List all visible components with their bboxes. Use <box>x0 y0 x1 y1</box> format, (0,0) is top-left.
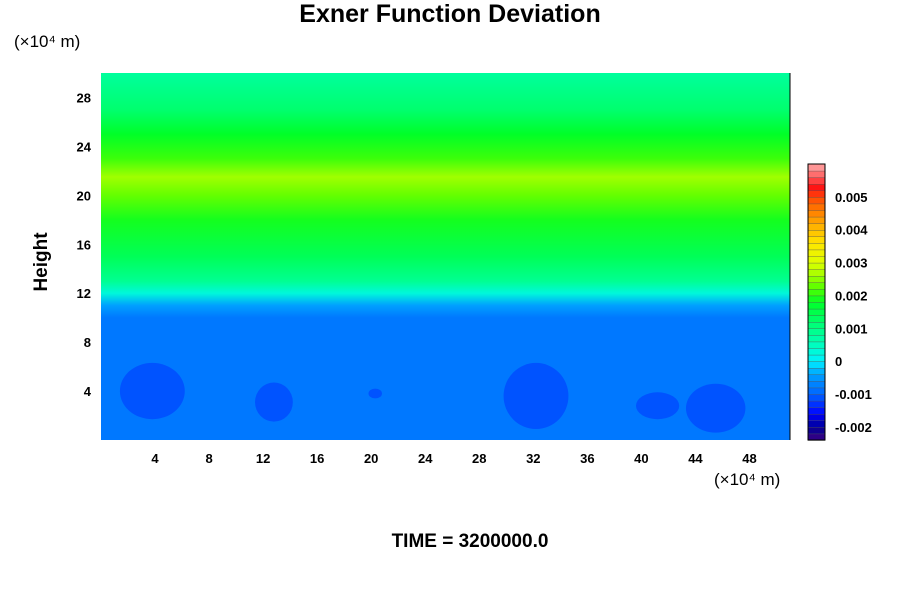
y-tick-label: 8 <box>84 335 91 350</box>
colorbar-segment <box>807 406 826 415</box>
colorbar-segment <box>807 295 826 303</box>
colorbar-tick-label: 0.002 <box>835 288 868 303</box>
chart-title: Exner Function Deviation <box>299 0 601 28</box>
anomaly-blob <box>635 392 680 420</box>
colorbar-segment <box>807 420 826 428</box>
colorbar-segment <box>807 328 826 336</box>
anomaly-blob <box>685 383 746 433</box>
colorbar-segment <box>807 249 826 257</box>
x-tick-label: 8 <box>205 451 212 466</box>
colorbar-segment <box>807 190 826 198</box>
colorbar-tick-label: 0.005 <box>835 190 868 205</box>
colorbar-segment <box>807 301 826 310</box>
x-tick-label: 12 <box>256 451 270 466</box>
x-tick-label: 44 <box>688 451 703 466</box>
x-tick-label: 36 <box>580 451 594 466</box>
colorbar-segment <box>807 229 826 237</box>
time-label: TIME = 3200000.0 <box>391 531 549 552</box>
colorbar-segment <box>807 393 826 402</box>
colorbar-segment <box>807 170 826 178</box>
colorbar-tick-label: 0.001 <box>835 321 868 336</box>
colorbar-ticks: 0.005 0.004 0.003 0.002 0.001 0 -0.001 -0.002 <box>835 190 872 435</box>
x-tick-label: 28 <box>472 451 486 466</box>
x-tick-label: 24 <box>418 451 433 466</box>
colorbar-tick-label: 0.004 <box>835 223 868 238</box>
colorbar-segment <box>807 426 826 435</box>
x-tick-label: 16 <box>310 451 324 466</box>
colorbar-segment <box>807 347 826 356</box>
y-tick-label: 4 <box>84 384 92 399</box>
anomaly-blob <box>368 388 383 399</box>
x-tick-label: 4 <box>151 451 159 466</box>
colorbar-segment <box>807 314 826 323</box>
colorbar-segment <box>807 341 826 349</box>
colorbar-segment <box>807 400 826 408</box>
y-tick-label: 24 <box>77 139 92 154</box>
y-tick-label: 16 <box>77 237 91 252</box>
colorbar-segment <box>807 183 826 191</box>
colorbar <box>807 163 826 441</box>
colorbar-tick-label: -0.002 <box>835 420 872 435</box>
colorbar-segment <box>807 387 826 395</box>
colorbar-segment <box>807 360 826 369</box>
anomaly-blob <box>255 382 293 422</box>
colorbar-segment <box>807 380 826 389</box>
colorbar-segment <box>807 334 826 343</box>
colorbar-segment <box>807 262 826 270</box>
y-axis-unit: (×10⁴ m) <box>14 32 81 51</box>
colorbar-segment <box>807 196 826 205</box>
anomaly-blob <box>119 362 185 420</box>
anomaly-layer <box>119 362 746 433</box>
colorbar-segment <box>807 413 826 421</box>
colorbar-segment <box>807 268 826 277</box>
colorbar-tick-label: -0.001 <box>835 387 872 402</box>
x-tick-label: 48 <box>742 451 756 466</box>
colorbar-segment <box>807 222 826 231</box>
colorbar-segment <box>807 308 826 316</box>
heatmap-field <box>101 73 790 440</box>
colorbar-segment <box>807 321 826 329</box>
colorbar-segment <box>807 242 826 251</box>
y-tick-label: 12 <box>77 286 91 301</box>
colorbar-segment <box>807 236 826 244</box>
y-axis-ticks: 4 8 12 16 20 24 28 <box>77 90 92 399</box>
colorbar-segment <box>807 354 826 362</box>
colorbar-segment <box>807 176 826 185</box>
colorbar-tick-label: 0 <box>835 354 842 369</box>
colorbar-segment <box>807 433 826 441</box>
colorbar-segment <box>807 367 826 375</box>
colorbar-tick-label: 0.003 <box>835 256 868 271</box>
colorbar-segment <box>807 374 826 382</box>
x-axis-unit: (×10⁴ m) <box>714 470 781 489</box>
colorbar-segment <box>807 216 826 224</box>
colorbar-segment <box>807 275 826 283</box>
x-tick-label: 40 <box>634 451 648 466</box>
x-tick-label: 32 <box>526 451 540 466</box>
colorbar-segment <box>807 288 826 297</box>
x-axis-ticks: 4 8 12 16 20 24 28 32 36 40 44 48 <box>151 451 756 466</box>
colorbar-segment <box>807 163 826 172</box>
y-tick-label: 28 <box>77 90 91 105</box>
colorbar-segment <box>807 203 826 211</box>
colorbar-segment <box>807 282 826 290</box>
colorbar-segment <box>807 209 826 218</box>
anomaly-blob <box>503 362 569 429</box>
x-tick-label: 20 <box>364 451 378 466</box>
y-tick-label: 20 <box>77 188 91 203</box>
colorbar-segment <box>807 255 826 264</box>
